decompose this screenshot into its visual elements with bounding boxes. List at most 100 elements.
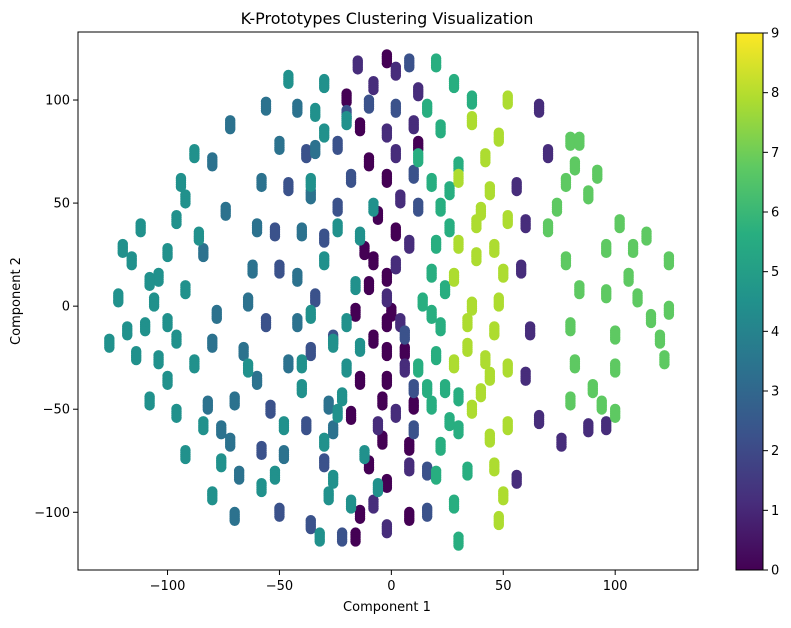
- data-point-cluster-2: [301, 416, 312, 436]
- data-point-cluster-8: [462, 337, 473, 357]
- data-point-cluster-3: [278, 444, 290, 465]
- data-point-cluster-6: [417, 292, 428, 312]
- data-point-cluster-7: [569, 156, 581, 176]
- data-point-cluster-1: [352, 55, 363, 75]
- data-point-cluster-2: [305, 341, 316, 362]
- data-point-cluster-2: [310, 288, 321, 308]
- data-point-cluster-4: [175, 172, 187, 193]
- data-point-cluster-7: [632, 288, 643, 308]
- data-point-cluster-8: [502, 209, 513, 230]
- data-point-cluster-4: [126, 251, 137, 271]
- data-point-cluster-2: [408, 420, 419, 440]
- data-point-cluster-6: [413, 358, 424, 378]
- data-point-cluster-8: [448, 267, 460, 287]
- data-point-cluster-6: [426, 395, 437, 415]
- data-point-cluster-5: [345, 494, 357, 514]
- data-point-cluster-0: [341, 88, 352, 108]
- x-tick-label: 100: [603, 579, 628, 594]
- data-point-cluster-3: [207, 152, 218, 172]
- data-point-cluster-0: [363, 275, 375, 296]
- data-point-cluster-6: [430, 234, 442, 254]
- data-point-cluster-2: [332, 135, 343, 155]
- data-point-cluster-0: [404, 436, 415, 456]
- data-point-cluster-8: [493, 292, 504, 312]
- data-point-cluster-0: [377, 391, 388, 411]
- data-point-cluster-8: [475, 201, 487, 221]
- data-point-cluster-7: [601, 238, 612, 259]
- data-point-cluster-2: [319, 228, 330, 248]
- data-point-cluster-2: [283, 176, 294, 197]
- data-point-cluster-7: [583, 185, 594, 205]
- data-point-cluster-8: [489, 321, 500, 341]
- data-point-cluster-4: [144, 391, 155, 411]
- data-point-cluster-1: [381, 288, 393, 308]
- data-point-cluster-3: [310, 139, 321, 160]
- data-point-cluster-8: [475, 383, 487, 403]
- data-point-cluster-3: [211, 304, 222, 324]
- data-point-cluster-5: [372, 477, 384, 498]
- data-point-cluster-7: [601, 284, 612, 304]
- data-point-cluster-2: [408, 379, 419, 399]
- data-point-cluster-0: [368, 329, 379, 349]
- data-point-cluster-4: [162, 242, 173, 263]
- colorbar: [735, 32, 764, 571]
- data-point-cluster-7: [565, 391, 576, 411]
- colorbar-tick-label: 8: [771, 86, 779, 101]
- data-point-cluster-2: [319, 453, 330, 473]
- data-point-cluster-4: [180, 444, 191, 465]
- data-point-cluster-3: [247, 259, 258, 279]
- data-point-cluster-3: [198, 242, 209, 263]
- data-point-cluster-4: [242, 358, 254, 378]
- data-point-cluster-0: [381, 313, 393, 333]
- data-point-cluster-8: [502, 416, 513, 436]
- data-point-cluster-5: [341, 313, 352, 333]
- data-point-cluster-5: [310, 102, 321, 122]
- data-point-cluster-3: [238, 341, 249, 362]
- data-point-cluster-4: [189, 354, 200, 374]
- x-axis: −100 −50 0 50 100: [150, 570, 628, 594]
- data-point-cluster-5: [336, 387, 348, 407]
- data-point-cluster-6: [439, 379, 451, 399]
- colorbar-tick-label: 5: [771, 265, 779, 280]
- data-point-cluster-4: [207, 486, 218, 506]
- data-point-cluster-5: [368, 197, 379, 217]
- data-point-cluster-7: [627, 238, 639, 259]
- data-point-cluster-8: [471, 247, 482, 267]
- data-point-cluster-2: [336, 527, 348, 547]
- data-point-cluster-3: [292, 267, 303, 287]
- data-point-cluster-7: [663, 251, 675, 271]
- data-point-cluster-4: [113, 288, 124, 308]
- data-point-cluster-1: [390, 61, 402, 81]
- data-point-cluster-0: [350, 302, 361, 322]
- y-axis: −100 −50 0 50 100: [34, 94, 78, 521]
- data-point-cluster-1: [381, 519, 393, 539]
- data-point-cluster-6: [444, 218, 455, 238]
- data-point-cluster-6: [453, 420, 464, 440]
- data-point-cluster-0: [354, 504, 366, 524]
- data-point-cluster-5: [319, 251, 330, 271]
- data-point-cluster-7: [596, 395, 607, 415]
- data-point-cluster-1: [404, 457, 415, 477]
- data-point-cluster-8: [493, 510, 504, 531]
- data-point-cluster-8: [466, 296, 478, 316]
- data-point-cluster-3: [274, 135, 285, 155]
- data-point-cluster-0: [381, 370, 393, 390]
- data-point-cluster-7: [587, 379, 599, 399]
- data-point-cluster-5: [341, 358, 352, 378]
- data-point-cluster-6: [453, 531, 464, 551]
- data-point-cluster-6: [435, 197, 446, 217]
- data-point-cluster-6: [439, 280, 451, 300]
- data-point-cluster-1: [520, 366, 531, 386]
- data-point-cluster-5: [256, 477, 267, 498]
- data-point-cluster-3: [251, 218, 263, 238]
- data-point-cluster-1: [399, 358, 410, 378]
- data-point-cluster-5: [341, 111, 352, 131]
- data-point-cluster-0: [381, 49, 393, 69]
- data-point-cluster-0: [368, 251, 379, 271]
- data-point-cluster-6: [421, 98, 433, 118]
- data-point-cluster-8: [466, 111, 478, 131]
- data-point-cluster-6: [453, 387, 464, 407]
- data-point-cluster-0: [354, 117, 366, 137]
